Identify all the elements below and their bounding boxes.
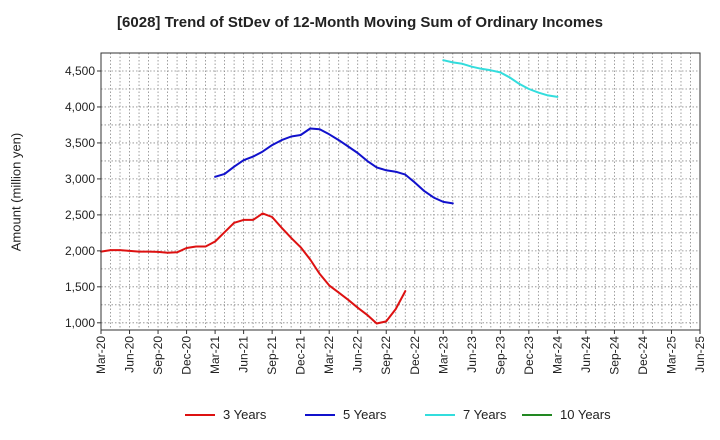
legend-label: 5 Years [343, 407, 387, 422]
x-tick-label: Mar-25 [664, 336, 678, 374]
x-tick-label: Dec-24 [636, 336, 650, 375]
x-tick-label: Jun-22 [351, 336, 365, 373]
series-layer [100, 59, 559, 325]
x-tick-label: Mar-20 [94, 336, 108, 374]
y-tick-label: 1,500 [65, 280, 95, 294]
y-tick-label: 3,500 [65, 136, 95, 150]
x-tick-label: Mar-23 [436, 336, 450, 374]
x-tick-label: Jun-25 [693, 336, 707, 373]
legend-label: 7 Years [463, 407, 507, 422]
x-tick-label: Jun-23 [465, 336, 479, 373]
y-tick-layer: 1,000 1,500 2,000 2,500 3,000 3,500 4,000 4,500 [65, 64, 101, 330]
x-tick-label: Dec-23 [522, 336, 536, 375]
legend-label: 3 Years [223, 407, 267, 422]
y-tick-label: 2,500 [65, 208, 95, 222]
series-line-7-years [442, 59, 559, 98]
series-line-3-years [100, 212, 407, 325]
y-tick-label: 4,000 [65, 100, 95, 114]
y-tick-label: 4,500 [65, 64, 95, 78]
x-tick-label: Jun-24 [579, 336, 593, 373]
legend: 3 Years 5 Years 7 Years 10 Years [185, 407, 611, 422]
x-tick-layer: Mar-20 Jun-20 Sep-20 Dec-20 Mar-21 Jun-21 Sep-… [94, 330, 707, 375]
x-tick-label: Dec-20 [180, 336, 194, 375]
x-tick-label: Sep-22 [379, 336, 393, 375]
x-tick-label: Mar-22 [322, 336, 336, 374]
x-tick-label: Jun-20 [123, 336, 137, 373]
grid-layer [101, 53, 700, 330]
legend-label: 10 Years [560, 407, 611, 422]
x-tick-label: Mar-21 [208, 336, 222, 374]
plot-area [101, 53, 700, 330]
x-tick-label: Dec-21 [294, 336, 308, 375]
x-tick-label: Sep-23 [493, 336, 507, 375]
x-tick-label: Sep-21 [265, 336, 279, 375]
chart-title: [6028] Trend of StDev of 12-Month Moving… [117, 14, 603, 31]
x-tick-label: Sep-20 [151, 336, 165, 375]
plot-frame [100, 52, 701, 331]
x-tick-label: Dec-22 [408, 336, 422, 375]
y-tick-label: 3,000 [65, 172, 95, 186]
y-tick-label: 2,000 [65, 244, 95, 258]
x-tick-label: Mar-24 [550, 336, 564, 374]
x-tick-label: Sep-24 [607, 336, 621, 375]
x-tick-label: Jun-21 [237, 336, 251, 373]
y-tick-label: 1,000 [65, 316, 95, 330]
series-line-5-years [214, 127, 454, 205]
